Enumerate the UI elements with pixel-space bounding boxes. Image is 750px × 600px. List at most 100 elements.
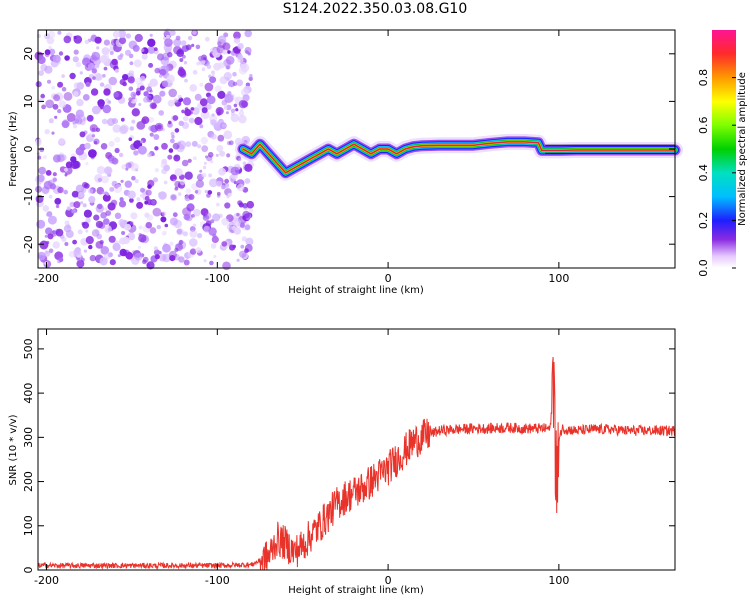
noise-blob (154, 146, 159, 151)
noise-blob (174, 128, 180, 133)
noise-blob (100, 143, 108, 150)
noise-blob (213, 255, 217, 258)
noise-blob (130, 163, 139, 172)
noise-blob (130, 212, 138, 220)
colorbar-tick-label: 0.4 (697, 164, 710, 182)
noise-blob (224, 178, 230, 184)
noise-blob (205, 103, 212, 110)
noise-blob (242, 94, 250, 102)
noise-blob (51, 230, 57, 235)
noise-blob (104, 207, 108, 211)
noise-blob (162, 253, 171, 263)
noise-blob (176, 49, 185, 57)
noise-blob (106, 192, 110, 196)
noise-blob (182, 231, 188, 237)
noise-blob (216, 144, 224, 152)
noise-blob (168, 88, 177, 98)
noise-blob (73, 201, 81, 209)
noise-blob (88, 149, 97, 158)
noise-blob (217, 90, 226, 99)
noise-blob (114, 68, 119, 73)
noise-blob (140, 187, 145, 193)
y-tick-label: 0 (22, 146, 35, 153)
snr-ticks: -200 -100 0 100 0 100 200 300 400 500 (22, 329, 675, 587)
noise-blob (132, 93, 136, 97)
noise-blob (75, 147, 85, 156)
noise-blob (133, 150, 139, 156)
noise-blob (113, 240, 120, 247)
noise-blob (95, 204, 105, 213)
noise-blob (57, 186, 64, 194)
noise-blob (85, 162, 89, 166)
noise-blob (100, 246, 110, 255)
noise-blob (225, 64, 231, 70)
noise-blob (177, 141, 181, 146)
noise-blob (125, 251, 134, 260)
chart-title: S124.2022.350.03.08.G10 (282, 1, 468, 17)
noise-blob (184, 78, 188, 83)
noise-blob (154, 254, 160, 260)
noise-blob (202, 165, 207, 170)
noise-blob (99, 82, 105, 87)
noise-blob (152, 94, 162, 104)
noise-blob (222, 42, 231, 51)
noise-blob (38, 166, 47, 175)
x-tick-label: -100 (205, 574, 230, 587)
noise-blob (88, 244, 93, 250)
noise-blob (79, 131, 86, 138)
noise-blob (179, 179, 186, 186)
noise-blob (128, 87, 132, 91)
x-tick-label: -100 (205, 272, 230, 285)
noise-blob (63, 167, 68, 172)
noise-blob (173, 154, 181, 162)
noise-blob (83, 209, 92, 218)
noise-blob (131, 119, 136, 124)
noise-blob (199, 124, 204, 129)
noise-blob (189, 226, 196, 232)
noise-blob (236, 79, 244, 87)
noise-blob (108, 140, 115, 147)
noise-blob (97, 203, 103, 210)
noise-blob (221, 241, 228, 247)
noise-blob (156, 224, 161, 230)
noise-blob (204, 212, 212, 220)
noise-blob (103, 66, 108, 71)
snr-series-line (37, 356, 676, 571)
noise-blob (160, 216, 167, 223)
noise-blob (241, 100, 249, 108)
noise-blob (179, 58, 184, 62)
noise-blob (149, 33, 153, 37)
noise-blob (176, 228, 183, 235)
noise-blob (112, 124, 121, 133)
noise-blob (215, 153, 219, 157)
noise-blob (91, 51, 101, 61)
noise-blob (79, 71, 83, 75)
noise-blob (102, 74, 106, 78)
noise-blob (78, 191, 85, 198)
noise-blob (130, 143, 137, 151)
noise-blob (145, 189, 152, 196)
noise-blob (55, 228, 64, 237)
noise-blob (170, 138, 175, 144)
noise-blob (101, 175, 109, 184)
noise-blob (75, 61, 82, 68)
noise-blob (84, 142, 91, 150)
noise-blob (207, 151, 214, 158)
noise-blob (242, 161, 247, 165)
noise-blob (167, 99, 175, 107)
noise-blob (159, 74, 163, 78)
noise-blob (81, 221, 86, 226)
noise-blob (120, 179, 124, 183)
noise-blob (73, 35, 83, 44)
noise-blob (209, 47, 218, 55)
noise-blob (169, 255, 176, 262)
y-tick-label: 100 (22, 515, 35, 536)
noise-blob (141, 53, 148, 60)
noise-blob (93, 214, 100, 221)
noise-blob (154, 168, 159, 173)
noise-blob (248, 76, 253, 82)
noise-blob (51, 85, 55, 90)
noise-blob (206, 95, 216, 105)
noise-blob (149, 227, 157, 234)
noise-blob (80, 201, 84, 205)
